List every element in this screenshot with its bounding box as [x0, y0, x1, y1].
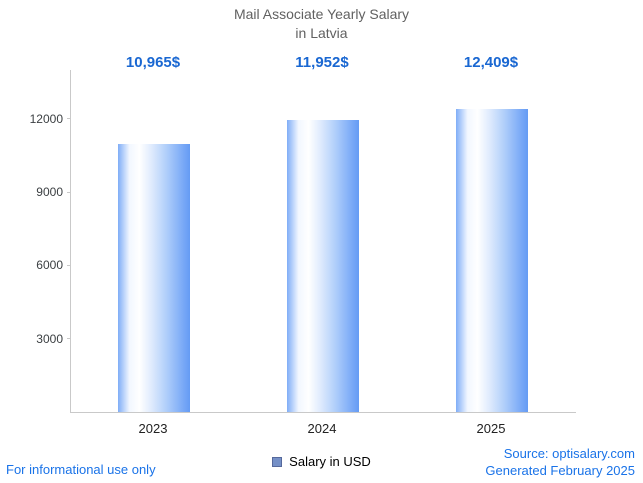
y-tick: 3000 [36, 332, 71, 346]
x-axis-label: 2024 [307, 421, 337, 436]
y-tick-mark [67, 338, 71, 340]
y-tick: 9000 [36, 185, 71, 199]
chart-title-line1: Mail Associate Yearly Salary [233, 6, 410, 22]
footer-source: Source: optisalary.com Generated Februar… [485, 446, 635, 480]
y-tick-mark [67, 264, 71, 266]
y-tick: 6000 [36, 258, 71, 272]
disclaimer-text: For informational use only [6, 462, 156, 477]
generated-text: Generated February 2025 [485, 462, 635, 478]
bar-value-label: 11,952$ [295, 54, 349, 71]
plot-area: 3000 6000 9000 12000 [30, 70, 576, 413]
y-tick-label: 12000 [29, 111, 63, 126]
bar [118, 144, 190, 412]
chart-title: Mail Associate Yearly Salary in Latvia [0, 5, 643, 43]
legend: Salary in USD [0, 454, 643, 469]
bar [456, 108, 528, 412]
y-tick-label: 6000 [36, 258, 63, 273]
chart-title-line2: in Latvia [295, 24, 348, 41]
x-axis-label: 2023 [138, 421, 168, 436]
y-tick-label: 3000 [36, 331, 63, 346]
y-tick: 12000 [30, 112, 71, 126]
bar [287, 120, 359, 412]
x-axis-label: 2025 [476, 421, 506, 436]
legend-marker-icon [272, 456, 283, 467]
y-tick-mark [67, 191, 71, 193]
legend-label: Salary in USD [289, 454, 371, 469]
bar-value-label: 12,409$ [463, 54, 519, 71]
y-tick-label: 9000 [36, 185, 63, 200]
source-text: Source: optisalary.com [503, 446, 635, 461]
y-tick-mark [67, 118, 71, 120]
bar-value-label: 10,965$ [125, 54, 181, 71]
